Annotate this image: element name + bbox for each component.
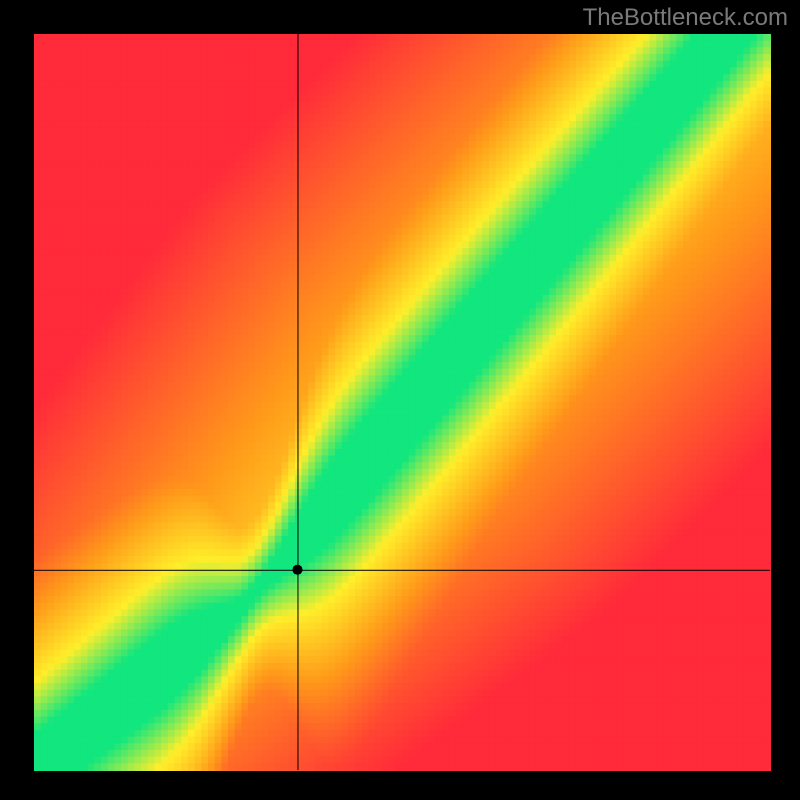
bottleneck-heatmap — [0, 0, 800, 800]
watermark-text: TheBottleneck.com — [583, 4, 788, 32]
chart-container: TheBottleneck.com — [0, 0, 800, 800]
